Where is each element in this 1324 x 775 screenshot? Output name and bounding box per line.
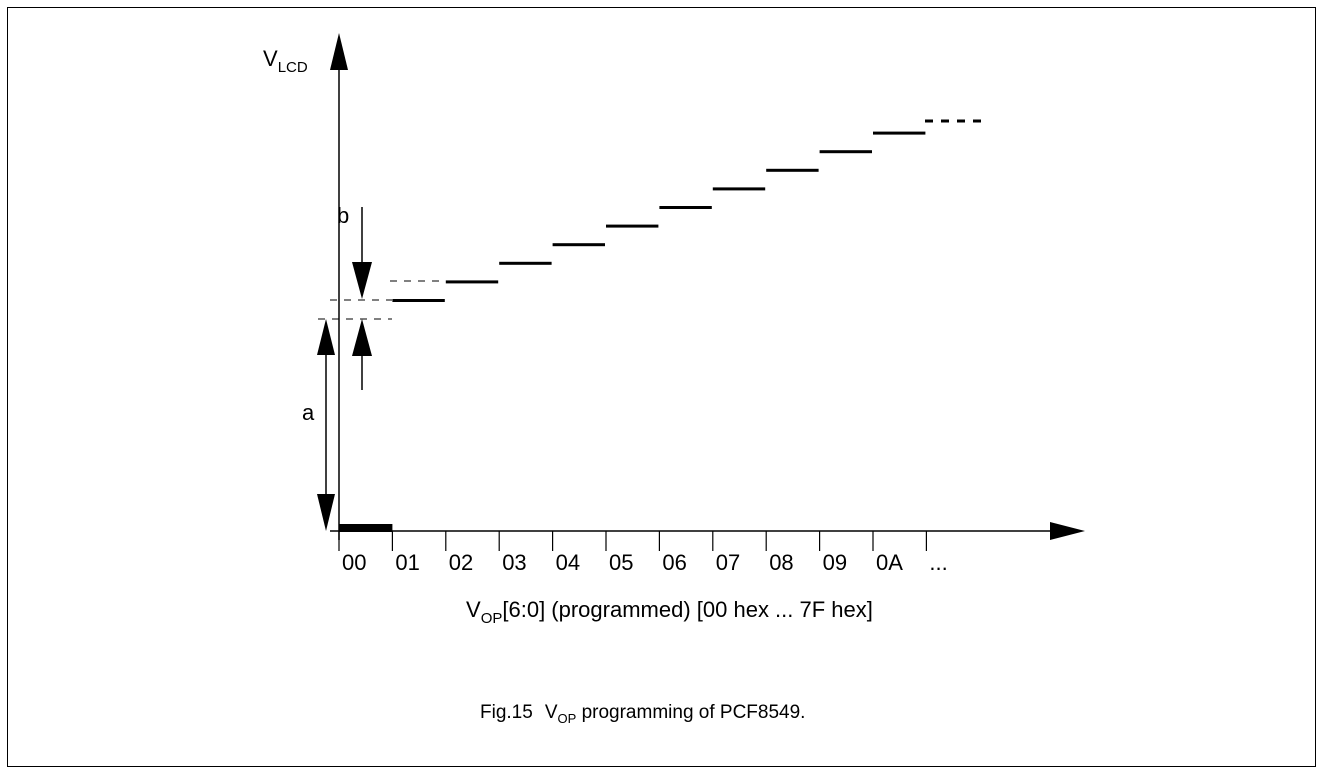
step-segment	[659, 206, 712, 209]
step-segment	[819, 150, 872, 154]
x-axis-label: VOP[6:0] (programmed) [00 hex ... 7F hex…	[466, 597, 873, 627]
y-axis-arrowhead	[330, 33, 348, 70]
dimension-b-arrow-down	[352, 262, 372, 299]
step-segment	[392, 299, 445, 302]
step-segment	[339, 524, 393, 532]
dimension-a-label: a	[302, 400, 315, 425]
step-segment	[766, 168, 819, 172]
dimension-a-arrow-top	[317, 319, 335, 355]
step-segment	[873, 131, 926, 135]
x-tick-label: 0A	[876, 550, 903, 575]
x-tick-label: 00	[342, 550, 366, 575]
x-tick-label: 09	[823, 550, 847, 575]
step-segment	[445, 280, 499, 284]
x-tick-label: 07	[716, 550, 740, 575]
x-tick-label: 01	[395, 550, 419, 575]
step-segment	[552, 243, 605, 247]
figure-caption: Fig.15 VOP programming of PCF8549.	[480, 702, 805, 726]
step-segment	[606, 224, 659, 228]
step-segment	[712, 187, 766, 191]
figure-frame	[7, 7, 1316, 767]
x-tick-label: 03	[502, 550, 526, 575]
step-segment	[499, 261, 552, 265]
x-tick-label: 05	[609, 550, 633, 575]
y-axis-label: VLCD	[263, 46, 308, 76]
dimension-b-label: b	[337, 203, 349, 228]
x-tick-label: ...	[929, 550, 947, 575]
dimension-a-arrow-bottom	[317, 494, 335, 531]
x-tick-label: 02	[449, 550, 473, 575]
x-tick-label: 04	[556, 550, 580, 575]
x-tick-label: 08	[769, 550, 793, 575]
x-tick-label: 06	[662, 550, 686, 575]
x-axis-arrowhead	[1050, 522, 1085, 540]
dimension-b-arrow-up	[352, 319, 372, 356]
